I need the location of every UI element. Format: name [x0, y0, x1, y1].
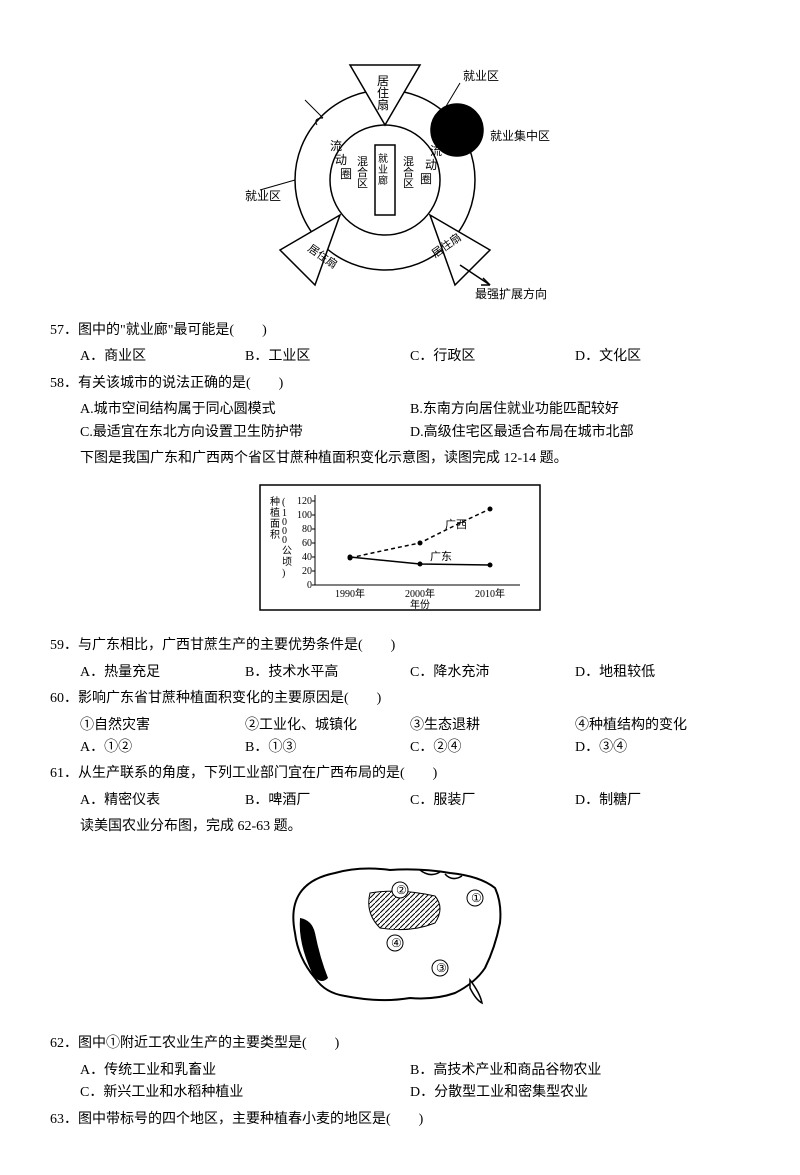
- q57-options: A．商业区 B．工业区 C．行政区 D．文化区: [50, 346, 750, 368]
- svg-text:80: 80: [302, 524, 312, 535]
- q61-num: 61．: [50, 766, 78, 781]
- q60-subs: ①自然灾害 ②工业化、城镇化 ③生态退耕 ④种植结构的变化: [50, 715, 750, 737]
- intro-62-63: 读美国农业分布图，完成 62-63 题。: [80, 816, 750, 838]
- q60-stem: 影响广东省甘蔗种植面积变化的主要原因是( ): [78, 691, 381, 706]
- question-62: 62．图中①附近工农业生产的主要类型是( ): [50, 1033, 750, 1055]
- q62-options: A．传统工业和乳畜业 B．高技术产业和商品谷物农业 C．新兴工业和水稻种植业 D…: [50, 1060, 750, 1105]
- svg-text:0: 0: [307, 580, 312, 591]
- label-jiuyequ-l: 就业区: [245, 189, 281, 203]
- question-63: 63．图中带标号的四个地区，主要种植春小麦的地区是( ): [50, 1109, 750, 1131]
- svg-text:①: ①: [471, 891, 482, 905]
- question-58: 58．有关该城市的说法正确的是( ): [50, 373, 750, 395]
- q62-d: D．分散型工业和密集型农业: [410, 1082, 740, 1104]
- q62-c: C．新兴工业和水稻种植业: [80, 1082, 410, 1104]
- svg-text:②: ②: [396, 883, 407, 897]
- q60-d: D．③④: [575, 737, 740, 759]
- question-61: 61．从生产联系的角度，下列工业部门宜在广西布局的是( ): [50, 763, 750, 785]
- q61-c: C．服装厂: [410, 790, 575, 812]
- q60-b: B．①③: [245, 737, 410, 759]
- q60-c: C．②④: [410, 737, 575, 759]
- q61-d: D．制糖厂: [575, 790, 740, 812]
- q57-num: 57．: [50, 323, 78, 338]
- svg-text:1990年: 1990年: [335, 587, 365, 600]
- label-juzhushan: 居住扇: [377, 74, 389, 112]
- svg-text:20: 20: [302, 566, 312, 577]
- q60-options: A．①② B．①③ C．②④ D．③④: [50, 737, 750, 759]
- svg-text:120: 120: [297, 496, 312, 507]
- svg-text:40: 40: [302, 552, 312, 563]
- q58-d: D.高级住宅区最适合布局在城市北部: [410, 422, 740, 444]
- q62-stem: 图中①附近工农业生产的主要类型是( ): [78, 1036, 339, 1051]
- label-hunhe-r: 混合区: [403, 155, 414, 190]
- q59-b: B．技术水平高: [245, 662, 410, 684]
- q58-b: B.东南方向居住就业功能匹配较好: [410, 399, 740, 421]
- label-zuiqiang: 最强扩展方向: [475, 286, 547, 300]
- q63-num: 63．: [50, 1112, 78, 1127]
- q62-b: B．高技术产业和商品谷物农业: [410, 1060, 740, 1082]
- question-59: 59．与广东相比，广西甘蔗生产的主要优势条件是( ): [50, 635, 750, 657]
- q60-a: A．①②: [80, 737, 245, 759]
- q57-c: C．行政区: [410, 346, 575, 368]
- q59-d: D．地租较低: [575, 662, 740, 684]
- chart-ylabel: 种植面积(1000公顷): [270, 495, 292, 579]
- q62-num: 62．: [50, 1036, 78, 1051]
- q58-stem: 有关该城市的说法正确的是( ): [78, 376, 283, 391]
- q58-num: 58．: [50, 376, 78, 391]
- label-jiuyelang: 就业廊: [378, 152, 388, 187]
- q59-c: C．降水充沛: [410, 662, 575, 684]
- q60-s4: ④种植结构的变化: [575, 715, 740, 737]
- svg-text:100: 100: [297, 510, 312, 521]
- label-liudong-r: 流动圈: [420, 144, 442, 186]
- question-57: 57．图中的"就业廊"最可能是( ): [50, 320, 750, 342]
- sugarcane-chart: 0 20 40 60 80 100 120 1990年 2000年 2010年 …: [250, 480, 550, 615]
- intro-12-14: 下图是我国广东和广西两个省区甘蔗种植面积变化示意图，读图完成 12-14 题。: [80, 448, 750, 470]
- q58-a: A.城市空间结构属于同心圆模式: [80, 399, 410, 421]
- label-jiuyejizhongqu: 就业集中区: [490, 128, 550, 143]
- q58-options: A.城市空间结构属于同心圆模式 B.东南方向居住就业功能匹配较好 C.最适宜在东…: [50, 399, 750, 444]
- q59-stem: 与广东相比，广西甘蔗生产的主要优势条件是( ): [78, 638, 395, 653]
- q57-d: D．文化区: [575, 346, 740, 368]
- q57-b: B．工业区: [245, 346, 410, 368]
- svg-text:2000年: 2000年: [405, 587, 435, 600]
- q63-stem: 图中带标号的四个地区，主要种植春小麦的地区是( ): [78, 1112, 423, 1127]
- svg-text:60: 60: [302, 538, 312, 549]
- q59-num: 59．: [50, 638, 78, 653]
- q60-s1: ①自然灾害: [80, 715, 245, 737]
- q61-b: B．啤酒厂: [245, 790, 410, 812]
- q59-a: A．热量充足: [80, 662, 245, 684]
- question-60: 60．影响广东省甘蔗种植面积变化的主要原因是( ): [50, 688, 750, 710]
- q61-options: A．精密仪表 B．啤酒厂 C．服装厂 D．制糖厂: [50, 790, 750, 812]
- svg-text:③: ③: [436, 961, 447, 975]
- svg-text:广东: 广东: [430, 550, 452, 563]
- city-structure-diagram: 就业区 就业集中区 居住扇 流动圈 流动圈 就业区 混合区 混合区 就业廊 居住…: [235, 50, 565, 300]
- label-jiuyequ-top: 就业区: [463, 69, 499, 83]
- svg-text:广西: 广西: [445, 518, 467, 531]
- svg-text:年份: 年份: [410, 598, 430, 611]
- q61-a: A．精密仪表: [80, 790, 245, 812]
- q60-s3: ③生态退耕: [410, 715, 575, 737]
- us-agriculture-map: ① ② ③ ④: [270, 848, 530, 1013]
- q60-num: 60．: [50, 691, 78, 706]
- q61-stem: 从生产联系的角度，下列工业部门宜在广西布局的是( ): [78, 766, 437, 781]
- q59-options: A．热量充足 B．技术水平高 C．降水充沛 D．地租较低: [50, 662, 750, 684]
- label-hunhe-l: 混合区: [357, 155, 368, 190]
- q60-s2: ②工业化、城镇化: [245, 715, 410, 737]
- svg-text:④: ④: [391, 936, 402, 950]
- q58-c: C.最适宜在东北方向设置卫生防护带: [80, 422, 410, 444]
- svg-text:2010年: 2010年: [475, 587, 505, 600]
- q57-a: A．商业区: [80, 346, 245, 368]
- q62-a: A．传统工业和乳畜业: [80, 1060, 410, 1082]
- q57-stem: 图中的"就业廊"最可能是( ): [78, 323, 267, 338]
